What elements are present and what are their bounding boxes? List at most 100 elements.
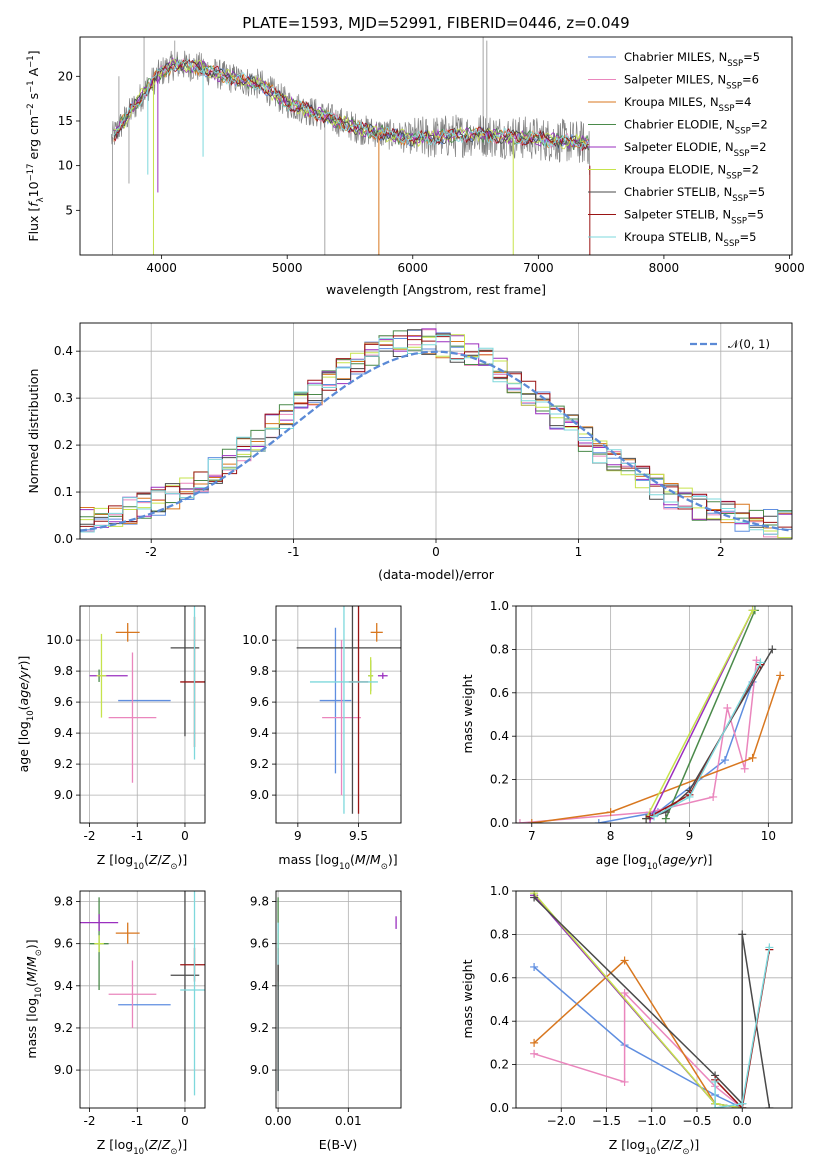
y-tick-label: 9.6 <box>250 695 269 709</box>
massweight-vs-age-ticks: 7 8 9 10 0.0 0.2 0.4 0.6 0.8 1.0 <box>490 599 776 843</box>
series-line <box>649 664 762 818</box>
y-tick-label: 9.8 <box>54 895 73 909</box>
mass-vs-Z-ylabel: mass [log10(M/M⊙)] <box>24 939 44 1058</box>
x-tick-label: 4000 <box>146 261 177 275</box>
x-tick-label: 9 <box>294 829 302 843</box>
y-tick-label: 0.2 <box>490 773 509 787</box>
y-tick-label: 9.2 <box>250 1021 269 1035</box>
x-tick-label: 0.0 <box>733 1114 752 1128</box>
age-vs-Z-grid <box>80 606 205 823</box>
age-vs-mass-frame <box>275 605 402 824</box>
series-marker <box>516 819 524 823</box>
x-tick-label: 2 <box>717 545 725 559</box>
x-tick-label: 0 <box>181 1114 189 1128</box>
massweight-vs-Z-ylabel: mass weight <box>460 959 475 1038</box>
massweight-vs-Z-xlabel: Z [log10(Z/Z⊙)] <box>609 1137 699 1157</box>
chart-spectrum: 4000 5000 6000 7000 8000 9000 5 10 15 20 <box>58 36 805 275</box>
y-tick-label: 10.0 <box>46 633 73 647</box>
series-marker <box>650 812 658 821</box>
residual-histogram <box>80 335 792 529</box>
figure-title: PLATE=1593, MJD=52991, FIBERID=0446, z=0… <box>242 14 629 32</box>
chart-age-vs-mass: 9 9.5 9.0 9.2 9.4 9.6 9.8 10.0 <box>242 605 402 843</box>
residuals-xlabel: (data-model)/error <box>378 567 495 582</box>
mass-vs-EBV-ticks: 0.00 0.01 9.0 9.2 9.4 9.6 9.8 <box>250 895 362 1128</box>
series-marker <box>765 1104 774 1108</box>
y-tick-label: 20 <box>58 69 73 83</box>
series-marker <box>620 988 629 997</box>
massweight-vs-Z-plot-area <box>530 891 774 1108</box>
legend-entry: Chabrier STELIB, NSSP=5 <box>624 185 765 204</box>
age-vs-mass-xlabel: mass [log10(M/M⊙)] <box>278 852 397 872</box>
legend-entry: Chabrier ELODIE, NSSP=2 <box>624 118 768 137</box>
series-marker <box>530 1049 539 1058</box>
y-tick-label: 9.0 <box>250 1063 269 1077</box>
y-tick-label: 10.0 <box>242 633 269 647</box>
spectrum-xlabel: wavelength [Angstrom, rest frame] <box>326 282 546 297</box>
x-tick-label: 7000 <box>523 261 554 275</box>
series-marker <box>594 819 603 823</box>
x-tick-label: 1 <box>575 545 583 559</box>
spectrum-model-line <box>113 58 589 152</box>
chart-massweight-vs-Z: −2.0 −1.5 −1.0 −0.5 0.0 0.0 0.2 0.4 0.6 0.8 1.0 <box>490 884 793 1128</box>
series-marker <box>740 764 749 773</box>
y-tick-label: 9.6 <box>250 937 269 951</box>
x-tick-label: -1 <box>131 829 143 843</box>
massweight-vs-age-plot-area <box>516 606 785 823</box>
series-line <box>714 947 771 1108</box>
legend-entry: Kroupa STELIB, NSSP=5 <box>624 230 756 249</box>
series-marker <box>620 956 629 965</box>
age-vs-Z-plot-area <box>89 606 205 783</box>
y-tick-label: 0.8 <box>490 927 509 941</box>
y-tick-label: 0.6 <box>490 686 509 700</box>
residuals-frame <box>79 322 793 540</box>
legend-entry: Chabrier MILES, NSSP=5 <box>624 50 760 69</box>
massweight-vs-Z-grid <box>516 890 792 1109</box>
mass-vs-EBV-xlabel: E(B-V) <box>319 1137 358 1152</box>
residuals-ticks: -2 -1 0 1 2 0.0 0.1 0.2 0.3 0.4 <box>54 344 725 559</box>
x-tick-label: 8 <box>607 829 615 843</box>
age-vs-Z-ticks: -2 -1 0 9.0 9.2 9.4 9.6 9.8 10.0 <box>46 633 189 843</box>
x-tick-label: 5000 <box>272 261 303 275</box>
spectrum-ticks: 4000 5000 6000 7000 8000 9000 5 10 15 20 <box>58 69 805 275</box>
series-marker <box>756 658 765 667</box>
series-marker <box>776 671 785 680</box>
y-tick-label: 0.4 <box>490 1014 509 1028</box>
spectrum-ylabel: Flux [fλ10−17 erg cm−2 s−1 A−1] <box>26 50 46 241</box>
y-tick-label: 5 <box>65 203 73 217</box>
series-marker <box>720 756 729 765</box>
chart-mass-vs-Z: -2 -1 0 9.0 9.2 9.4 9.6 9.8 <box>54 890 206 1128</box>
x-tick-label: 9 <box>686 829 694 843</box>
y-tick-label: 0.0 <box>54 532 73 546</box>
series-marker <box>711 1104 720 1108</box>
y-tick-label: 0.6 <box>490 971 509 985</box>
y-tick-label: 0.2 <box>54 438 73 452</box>
y-tick-label: 9.2 <box>54 1021 73 1035</box>
x-tick-label: -2 <box>84 829 96 843</box>
series-marker <box>620 1077 629 1086</box>
x-tick-label: 9.5 <box>349 829 368 843</box>
y-tick-label: 0.8 <box>490 642 509 656</box>
legend-entry: Salpeter STELIB, NSSP=5 <box>624 208 764 227</box>
x-tick-label: 6000 <box>397 261 428 275</box>
y-tick-label: 0.4 <box>54 344 73 358</box>
series-marker <box>527 819 536 823</box>
x-tick-label: −1.0 <box>637 1114 666 1128</box>
series-marker <box>748 606 757 615</box>
series-marker <box>738 930 747 939</box>
y-tick-label: 15 <box>58 114 73 128</box>
mass-vs-EBV-frame <box>275 890 402 1109</box>
y-tick-label: 9.0 <box>54 788 73 802</box>
y-tick-label: 1.0 <box>490 884 509 898</box>
y-tick-label: 0.1 <box>54 485 73 499</box>
x-tick-label: −1.5 <box>592 1114 621 1128</box>
series-marker <box>711 1077 720 1086</box>
spectrum-model-line <box>113 59 589 148</box>
y-tick-label: 0.4 <box>490 729 509 743</box>
age-vs-mass-plot-area <box>296 606 401 814</box>
y-tick-label: 9.8 <box>250 664 269 678</box>
x-tick-label: −0.5 <box>682 1114 711 1128</box>
x-tick-label: 0.00 <box>265 1114 292 1128</box>
y-tick-label: 1.0 <box>490 599 509 613</box>
massweight-vs-Z-ticks: −2.0 −1.5 −1.0 −0.5 0.0 0.0 0.2 0.4 0.6 0.8 1.0 <box>490 884 752 1128</box>
